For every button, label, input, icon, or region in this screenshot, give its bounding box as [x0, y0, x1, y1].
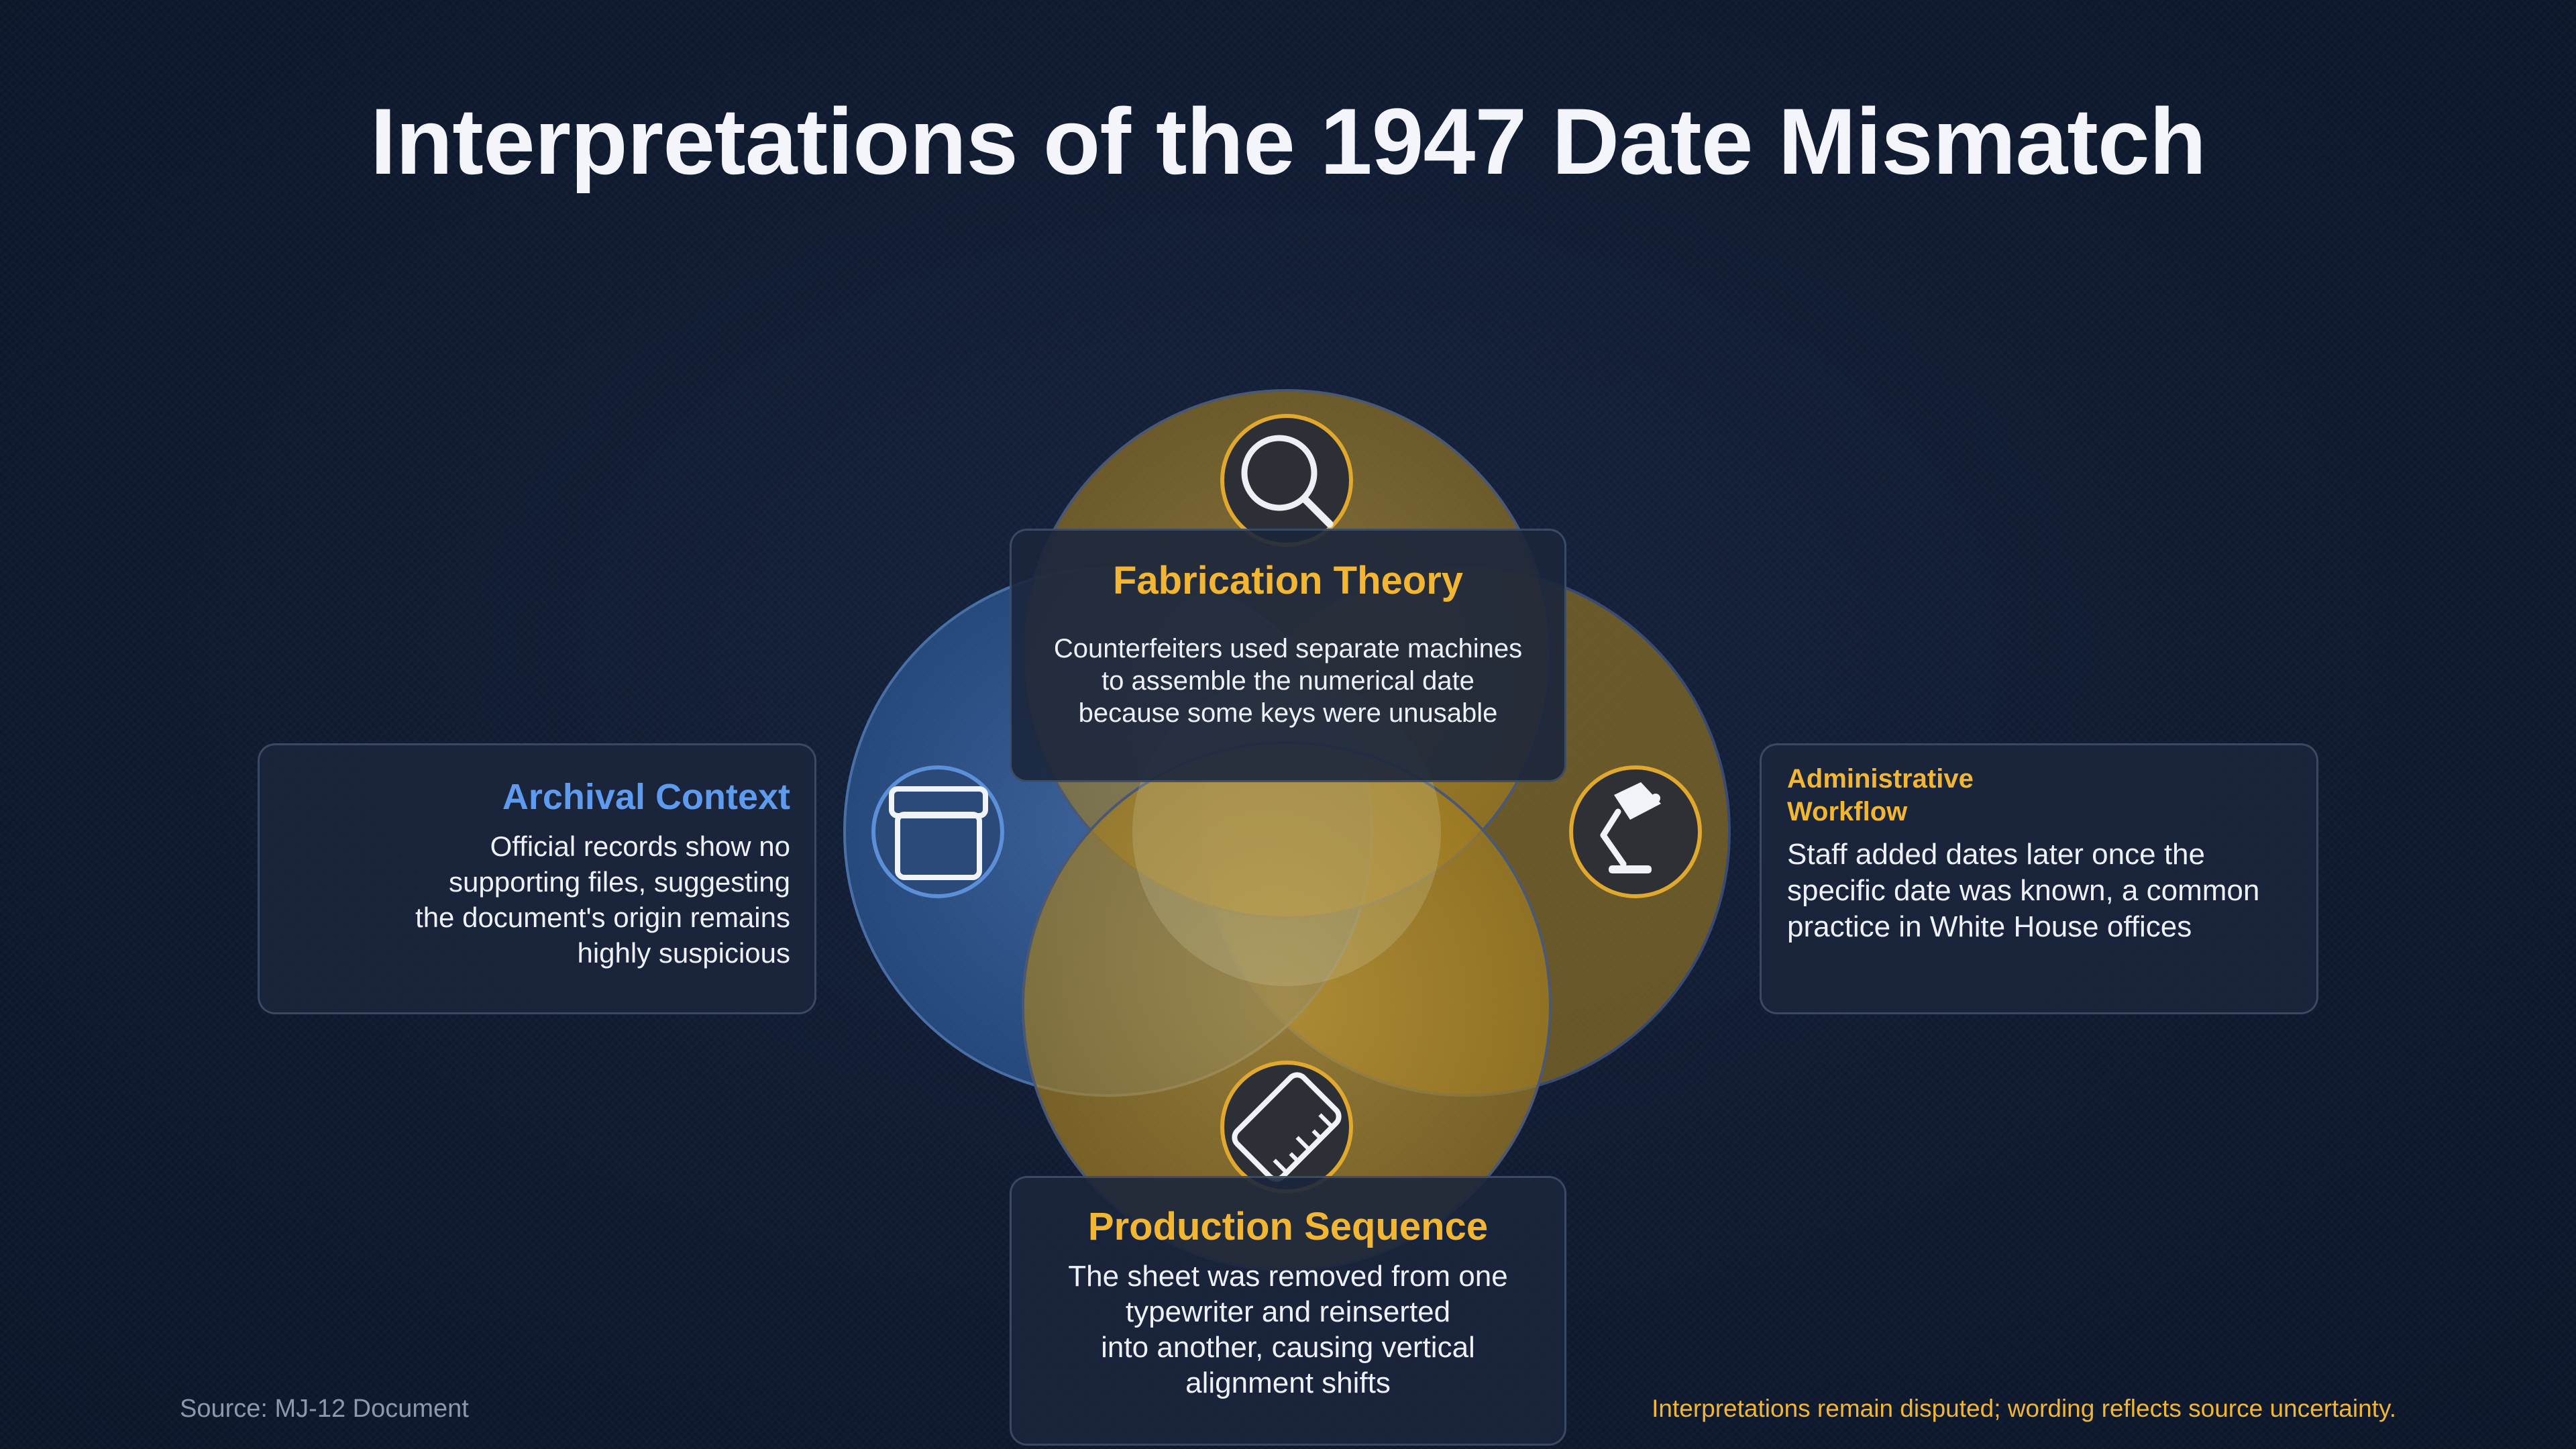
card-administrative-workflow: Administrative Workflow Staff added date…	[1760, 743, 2318, 1014]
card-production-title: Production Sequence	[1087, 1205, 1489, 1248]
card-fabrication-theory: Fabrication Theory Counterfeiters used s…	[1010, 529, 1566, 782]
card-fabrication-body: Counterfeiters used separate machines to…	[1053, 634, 1523, 728]
magnifying-glass-icon	[1220, 414, 1353, 547]
card-production-body: The sheet was removed from one typewrite…	[1068, 1260, 1508, 1399]
card-archival-body: Official records show no supporting file…	[415, 830, 790, 969]
page-title: Interpretations of the 1947 Date Mismatc…	[370, 89, 2206, 194]
source-caption: Source: MJ-12 Document	[180, 1395, 469, 1423]
card-fabrication-title: Fabrication Theory	[1112, 559, 1464, 602]
disclaimer-note: Interpretations remain disputed; wording…	[1652, 1395, 2396, 1422]
archive-box-icon	[871, 765, 1004, 898]
ruler-icon	[1220, 1061, 1353, 1193]
desk-lamp-icon	[1569, 765, 1702, 898]
card-administrative-body: Staff added dates later once the specifi…	[1787, 838, 2260, 943]
card-administrative-title: Administrative Workflow	[1787, 764, 1974, 826]
card-archival-title: Archival Context	[502, 777, 790, 817]
card-archival-context: Archival Context Official records show n…	[258, 743, 816, 1014]
card-production-sequence: Production Sequence The sheet was remove…	[1010, 1176, 1566, 1446]
